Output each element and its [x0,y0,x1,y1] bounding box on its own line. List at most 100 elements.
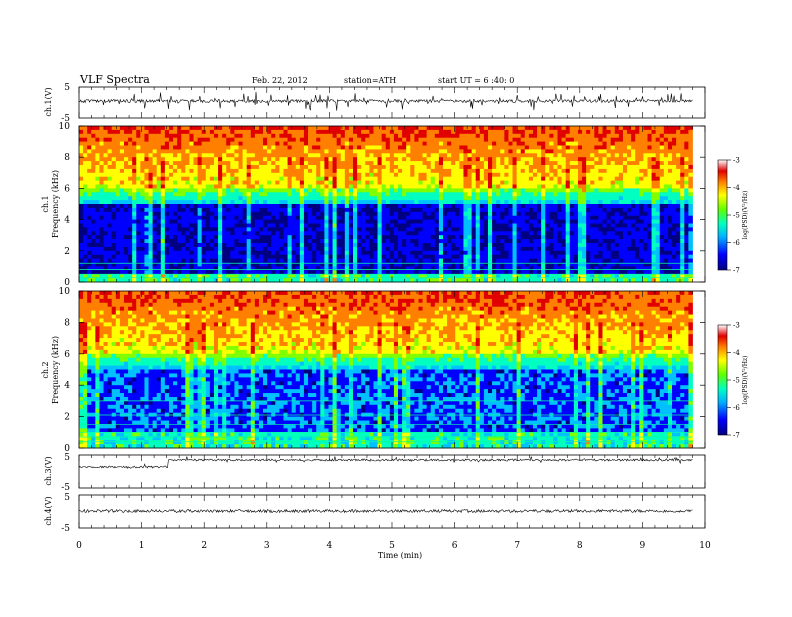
spectrogram-cell [471,149,477,154]
spectrogram-cell [87,153,92,158]
spectrogram-cell [373,137,378,142]
spectrogram-cell [459,168,464,174]
spectrogram-cell [504,165,509,170]
spectrogram-cell [434,153,440,158]
spectrogram-cell [267,180,272,185]
spectrogram-cell [422,200,428,205]
spectrogram-cell [177,219,182,224]
spectrogram-cell [226,129,231,135]
spectrogram-cell [541,243,546,248]
spectrogram-cell [168,243,174,248]
spectrogram-cell [201,129,207,135]
spectrogram-cell [156,126,162,131]
spectrogram-cell [193,172,199,178]
spectrogram-cell [541,145,546,150]
spectrogram-cell [291,274,297,279]
spectrogram-cell [308,200,313,205]
spectrogram-cell [414,274,419,279]
spectrogram-cell [434,196,440,201]
spectrogram-cell [434,262,440,267]
spectrogram-cell [181,278,186,283]
spectrogram-cell [275,235,280,240]
spectrogram-cell [173,188,178,193]
spectrogram-cell [115,207,121,213]
spectrogram-cell [271,196,276,201]
spectrogram-cell [512,137,518,142]
spectrogram-cell [475,258,481,263]
spectrogram-cell [168,231,174,236]
spectrogram-cell [537,180,542,185]
spectrogram-cell [263,200,268,205]
spectrogram-cell [365,246,370,252]
spectrogram-cell [451,266,456,271]
spectrogram-cell [205,184,211,189]
spectrogram-cell [430,235,436,240]
spectrogram-cell [230,200,235,205]
spectrogram-cell [177,168,182,174]
spectrogram-cell [430,129,436,135]
spectrogram-cell [258,250,264,256]
spectrogram-cell [283,137,288,142]
spectrogram-cell [107,176,113,181]
spectrogram-cell [258,231,264,236]
spectrogram-cell [144,266,149,271]
spectrogram-cell [103,137,109,142]
spectrogram-cell [487,254,493,259]
spectrogram-cell [410,172,415,178]
spectrogram-cell [381,172,387,178]
spectrogram-cell [275,215,280,220]
spectrogram-cell [197,133,203,139]
spectrogram-cell [553,184,558,189]
spectrogram-cell [492,126,497,131]
spectrogram-cell [398,227,403,232]
spectrogram-cell [177,149,182,154]
spectrogram-cell [234,219,239,224]
spectrogram-cell [475,219,481,224]
spectrogram-cell [426,235,432,240]
spectrogram-cell [549,270,554,275]
spectrogram-cell [528,223,534,228]
spectrogram-cell [119,246,125,252]
spectrogram-cell [226,211,231,217]
spectrogram-cell [295,235,301,240]
spectrogram-cell [103,192,109,197]
spectrogram-cell [500,145,505,150]
spectrogram-cell [246,126,252,131]
spectrogram-cell [385,145,391,150]
spectrogram-cell [193,180,199,185]
spectrogram-cell [398,157,403,162]
spectrogram-cell [234,227,239,232]
spectrogram-cell [316,129,321,135]
spectrogram-cell [148,165,154,170]
spectrogram-cell [144,129,149,135]
spectrogram-cell [132,274,137,279]
spectrogram-cell [365,250,370,256]
spectrogram-cell [492,219,497,224]
spectrogram-cell [164,274,170,279]
spectrogram-cell [246,239,252,244]
spectrogram-cell [332,235,338,240]
spectrogram-cell [361,243,366,248]
spectrogram-cell [524,274,530,279]
spectrogram-cell [128,231,133,236]
spectrogram-cell [308,161,313,166]
spectrogram-cell [291,270,297,275]
spectrogram-cell [173,168,178,174]
spectrogram-cell [479,204,485,209]
spectrogram-cell [447,266,452,271]
spectrogram-cell [128,200,133,205]
spectrogram-cell [316,258,321,263]
spectrogram-cell [537,254,542,259]
spectrogram-cell [193,219,199,224]
spectrogram-cell [156,176,162,181]
spectrogram-cell [426,161,432,166]
spectrogram-cell [152,274,158,279]
spectrogram-cell [316,137,321,142]
spectrogram-cell [213,270,219,275]
spectrogram-cell [303,211,309,217]
spectrogram-cell [316,262,321,267]
spectrogram-cell [234,141,239,146]
spectrogram-cell [205,266,211,271]
spectrogram-cell [340,274,346,279]
spectrogram-cell [569,243,575,248]
